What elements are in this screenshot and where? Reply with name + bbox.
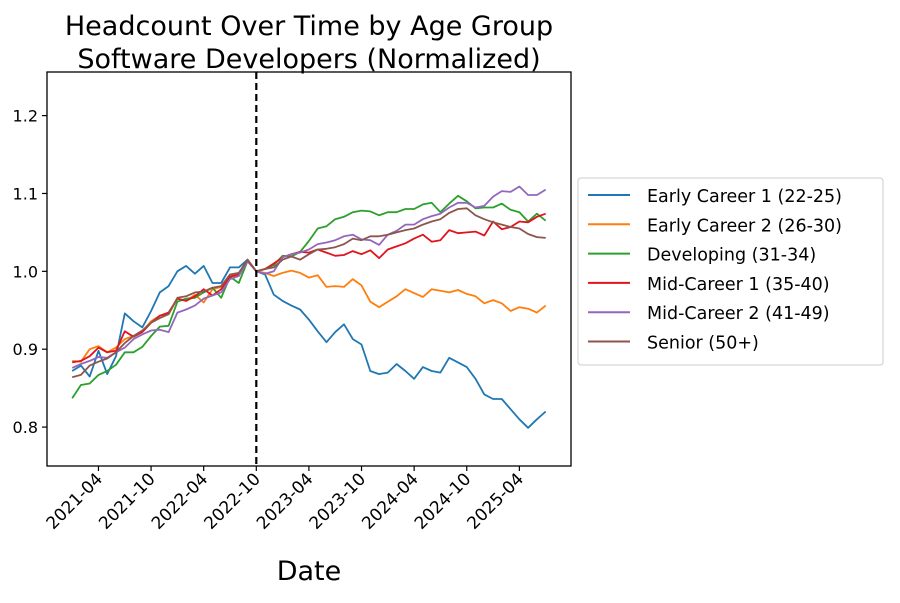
x-axis-label: Date	[277, 556, 342, 587]
x-tick-label: 2023-04	[253, 469, 317, 533]
x-tick-label: 2021-10	[95, 469, 159, 533]
series-line-0	[71, 258, 547, 429]
legend-frame	[577, 177, 884, 366]
y-tick-label: 0.8	[13, 418, 38, 437]
x-tick-label: 2024-04	[358, 469, 422, 533]
series-line-1	[72, 258, 547, 363]
legend-item: Senior (50+)	[588, 334, 759, 354]
x-tick-label: 2023-10	[306, 469, 370, 533]
legend-label: Mid-Career 2 (41-49)	[647, 304, 830, 324]
legend-label: Early Career 2 (26-30)	[647, 216, 842, 236]
series-line-5	[71, 207, 546, 379]
y-tick-label: 1.1	[13, 184, 38, 203]
legend-item: Developing (31-34)	[588, 246, 816, 266]
legend-item: Early Career 1 (22-25)	[588, 187, 842, 207]
legend: Early Career 1 (22-25) Early Career 2 (26…	[577, 177, 884, 366]
legend-label: Mid-Career 1 (35-40)	[647, 275, 830, 295]
x-tick-label: 2022-10	[200, 469, 264, 533]
legend-label: Senior (50+)	[647, 334, 759, 354]
x-tick-label: 2021-04	[43, 469, 107, 533]
legend-label: Early Career 1 (22-25)	[647, 187, 842, 207]
chart-subtitle: Software Developers (Normalized)	[77, 44, 540, 75]
y-tick-label: 0.9	[13, 340, 38, 359]
x-tick-label: 2024-10	[411, 469, 475, 533]
y-tick-label: 1.0	[13, 262, 38, 281]
legend-label: Developing (31-34)	[647, 246, 816, 266]
x-tick-label: 2025-04	[464, 469, 528, 533]
chart-title: Headcount Over Time by Age Group	[65, 11, 553, 42]
series-line-4	[71, 185, 547, 369]
y-axis: 0.8 0.9 1.0 1.1 1.2	[13, 107, 47, 437]
x-axis: 2021-042021-102022-042022-102023-042023-…	[43, 466, 528, 534]
series-line-2	[71, 194, 547, 399]
y-tick-label: 1.2	[13, 107, 38, 126]
legend-item: Mid-Career 1 (35-40)	[588, 275, 830, 295]
x-tick-label: 2022-04	[148, 469, 212, 533]
series-line-3	[72, 212, 546, 364]
legend-item: Mid-Career 2 (41-49)	[588, 304, 830, 324]
legend-item: Early Career 2 (26-30)	[588, 216, 842, 236]
plot-area	[71, 72, 547, 466]
plot-frame	[46, 71, 572, 467]
